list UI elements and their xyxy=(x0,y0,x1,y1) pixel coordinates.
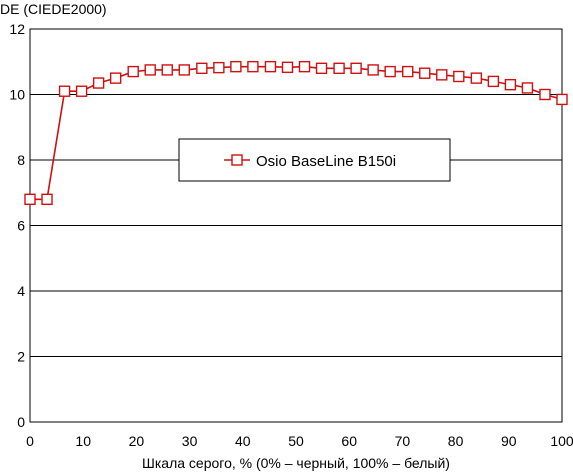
x-tick-label: 0 xyxy=(26,433,34,449)
x-tick-label: 90 xyxy=(501,433,517,449)
data-point-marker xyxy=(315,62,328,74)
data-point-marker xyxy=(230,60,242,73)
data-point-marker xyxy=(127,65,139,78)
data-point-marker xyxy=(264,60,277,73)
grid-lines xyxy=(30,94,562,357)
x-tick-label: 30 xyxy=(182,433,198,449)
x-tick-label: 20 xyxy=(129,433,145,449)
data-point-marker xyxy=(470,72,483,84)
legend: Osio BaseLine B150i xyxy=(178,138,451,182)
data-point-marker xyxy=(247,60,259,73)
series-layer xyxy=(24,60,568,206)
x-tick-label: 10 xyxy=(75,433,91,449)
y-tick-label: 6 xyxy=(17,218,25,234)
data-point-marker xyxy=(556,93,568,106)
data-point-marker xyxy=(453,70,465,83)
data-point-marker xyxy=(504,78,517,91)
data-point-marker xyxy=(196,62,208,74)
data-point-marker xyxy=(109,72,122,84)
legend-label: Osio BaseLine B150i xyxy=(256,153,396,170)
data-point-marker xyxy=(419,67,431,79)
data-point-marker xyxy=(350,62,362,74)
x-tick-label: 80 xyxy=(448,433,464,449)
data-point-marker xyxy=(92,77,105,89)
data-point-marker xyxy=(213,61,225,74)
data-point-marker xyxy=(178,64,190,76)
legend-marker xyxy=(231,154,243,166)
data-point-marker xyxy=(436,69,448,81)
x-axis-title: Шкала серого, % (0% – черный, 100% – бел… xyxy=(142,455,450,471)
y-tick-label: 12 xyxy=(9,21,25,37)
data-point-marker xyxy=(41,193,53,206)
data-point-marker xyxy=(487,75,500,88)
x-tick-label: 100 xyxy=(550,433,573,449)
data-point-marker xyxy=(281,61,294,74)
data-point-marker xyxy=(144,64,156,76)
x-tick-label: 60 xyxy=(341,433,357,449)
data-point-marker xyxy=(521,82,534,94)
y-tick-labels: 0 2 4 6 8 10 12 xyxy=(9,21,25,430)
data-point-marker xyxy=(384,65,396,78)
y-axis-title: DE (CIEDE2000) xyxy=(0,1,107,17)
data-point-marker xyxy=(75,85,88,97)
data-point-marker xyxy=(333,62,345,74)
x-tick-label: 50 xyxy=(288,433,304,449)
data-point-marker xyxy=(298,60,311,73)
data-point-marker xyxy=(539,88,551,101)
data-point-marker xyxy=(367,64,379,76)
plot-area-frame xyxy=(29,28,563,423)
y-tick-label: 0 xyxy=(17,414,25,430)
y-tick-label: 8 xyxy=(17,152,25,168)
x-tick-labels: 0 10 20 30 40 50 60 70 80 90 100 xyxy=(26,433,573,449)
data-point-marker xyxy=(58,85,71,97)
data-point-marker xyxy=(402,65,414,78)
data-point-marker xyxy=(24,193,36,206)
y-tick-label: 2 xyxy=(17,349,25,365)
y-tick-label: 10 xyxy=(9,87,25,103)
y-tick-label: 4 xyxy=(17,283,25,299)
x-tick-label: 40 xyxy=(235,433,251,449)
x-tick-label: 70 xyxy=(395,433,411,449)
data-point-marker xyxy=(161,64,173,76)
